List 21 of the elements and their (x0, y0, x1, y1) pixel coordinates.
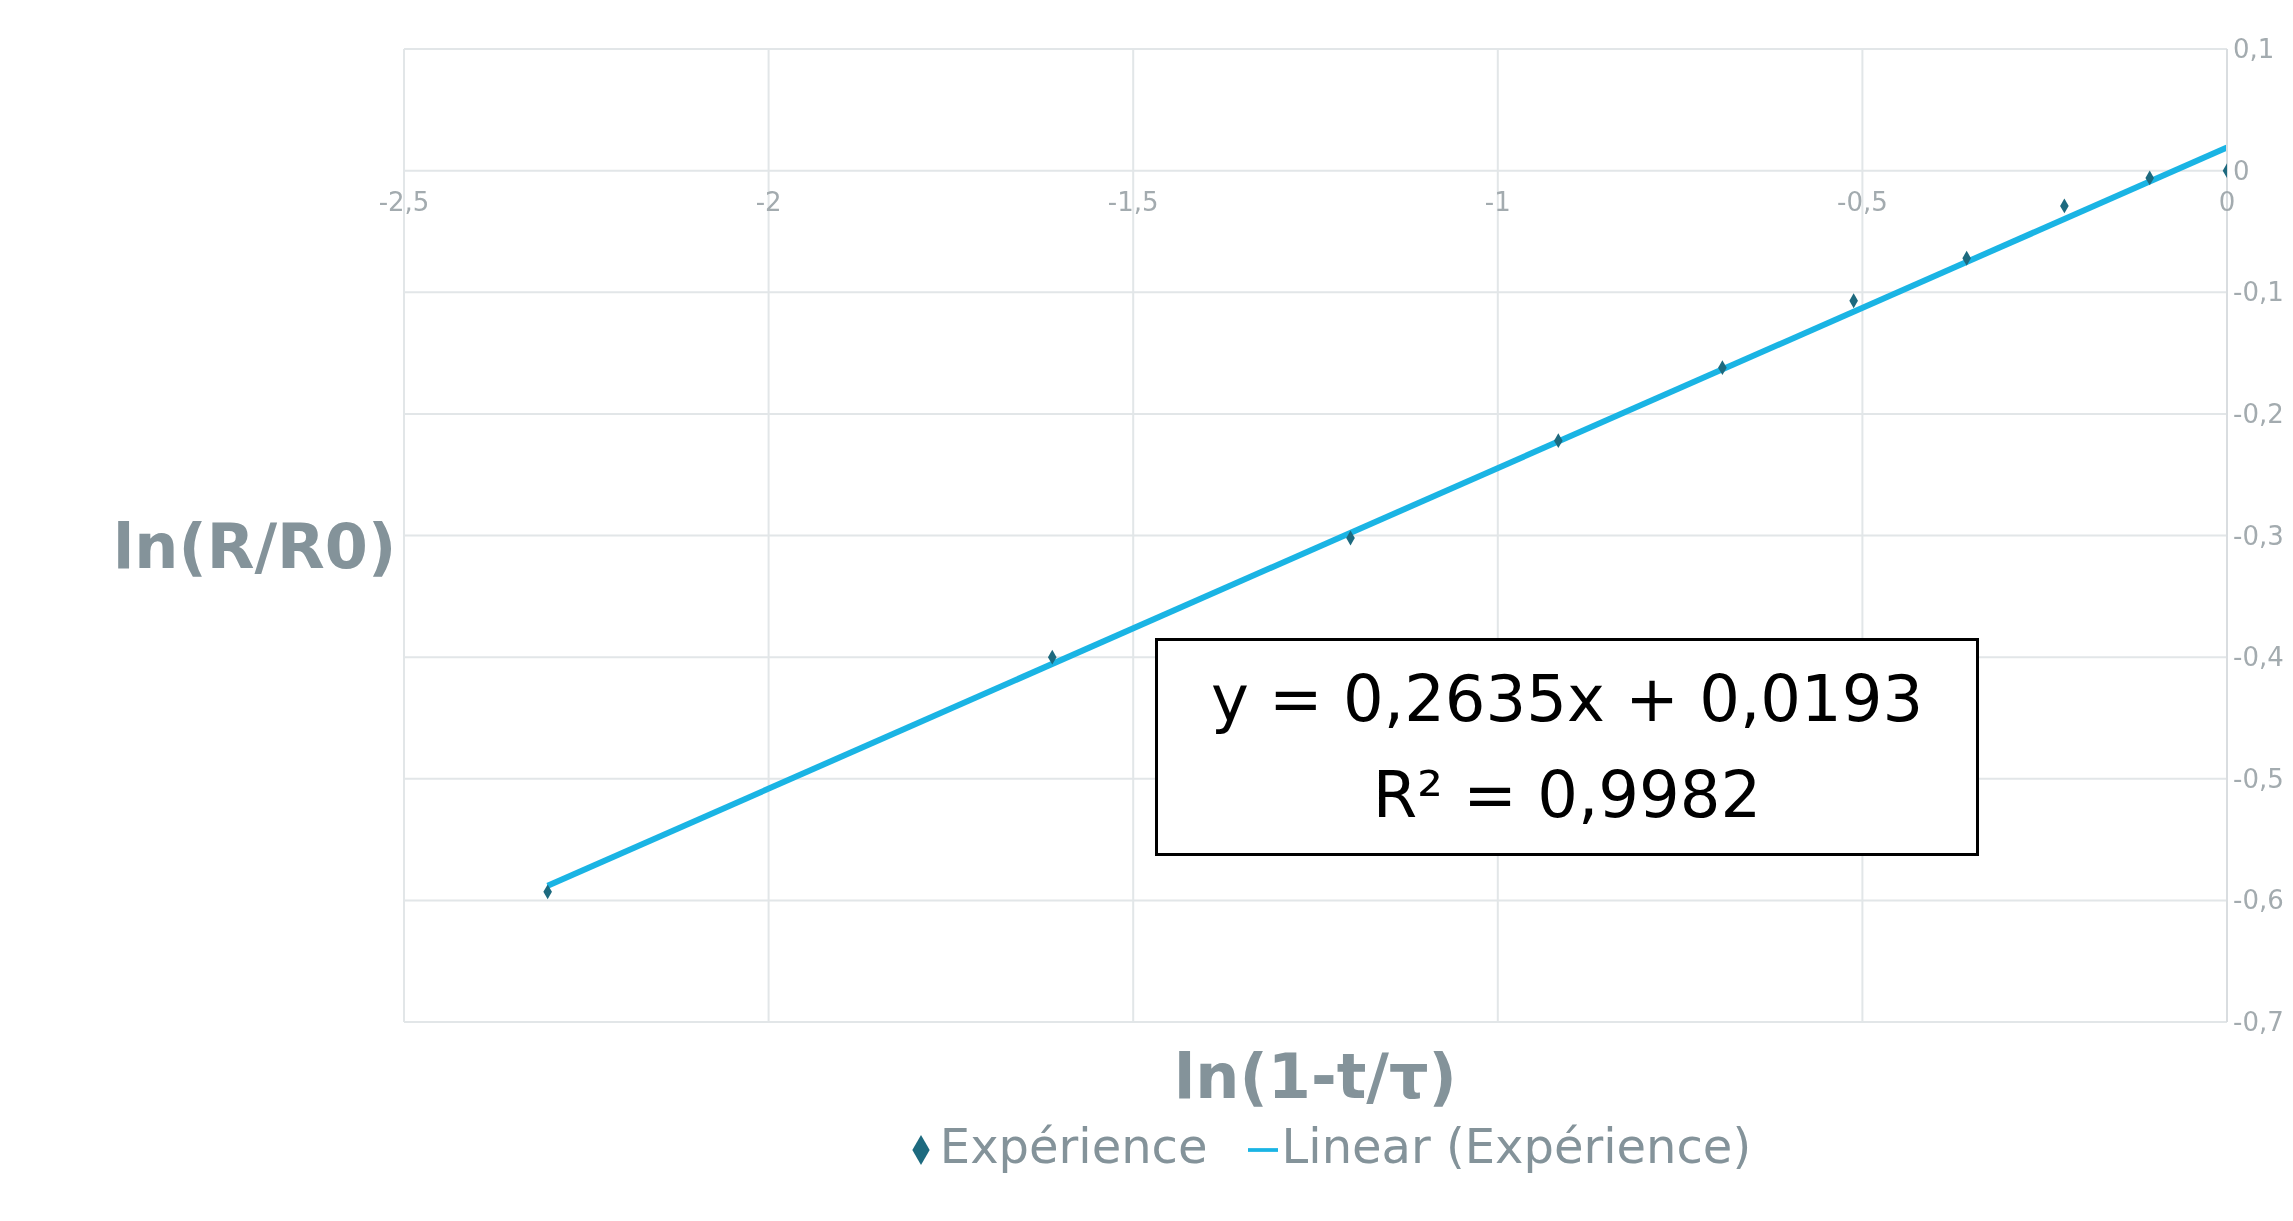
y-tick-label: -0,5 (2233, 763, 2284, 794)
legend-label: Linear (Expérience) (1281, 1118, 1752, 1174)
y-tick-label: -0,6 (2233, 885, 2284, 916)
y-tick-label: 0,1 (2233, 34, 2275, 64)
annotation: y = 0,2635x + 0,0193 (1209, 661, 1925, 738)
y-axis-title: ln(R/R0) (113, 509, 397, 583)
y-tick-label: -0,7 (2233, 1007, 2284, 1037)
x-tick-label: -0,5 (1837, 187, 1888, 218)
y-tick-label: -0,4 (2233, 642, 2284, 673)
x-tick-label: -2,5 (378, 187, 430, 218)
y-tick-label: -0,1 (2233, 277, 2284, 308)
y-tick-label: -0,3 (2233, 520, 2284, 551)
y-tick-label: -0,2 (2233, 398, 2284, 429)
x-tick-label: -1,5 (1107, 187, 1159, 218)
x-axis-title: ln(1-t/τ) (1174, 1040, 1457, 1113)
x-tick-label: -1 (1484, 187, 1511, 218)
y-tick-label: 0 (2233, 155, 2250, 186)
annotation: R² = 0,9982 (1371, 757, 1763, 834)
equation-box: y = 0,2635x + 0,0193 R² = 0,9982 (1155, 638, 1979, 856)
legend-label: Expérience (939, 1118, 1208, 1174)
x-tick-label: -2 (755, 187, 782, 218)
